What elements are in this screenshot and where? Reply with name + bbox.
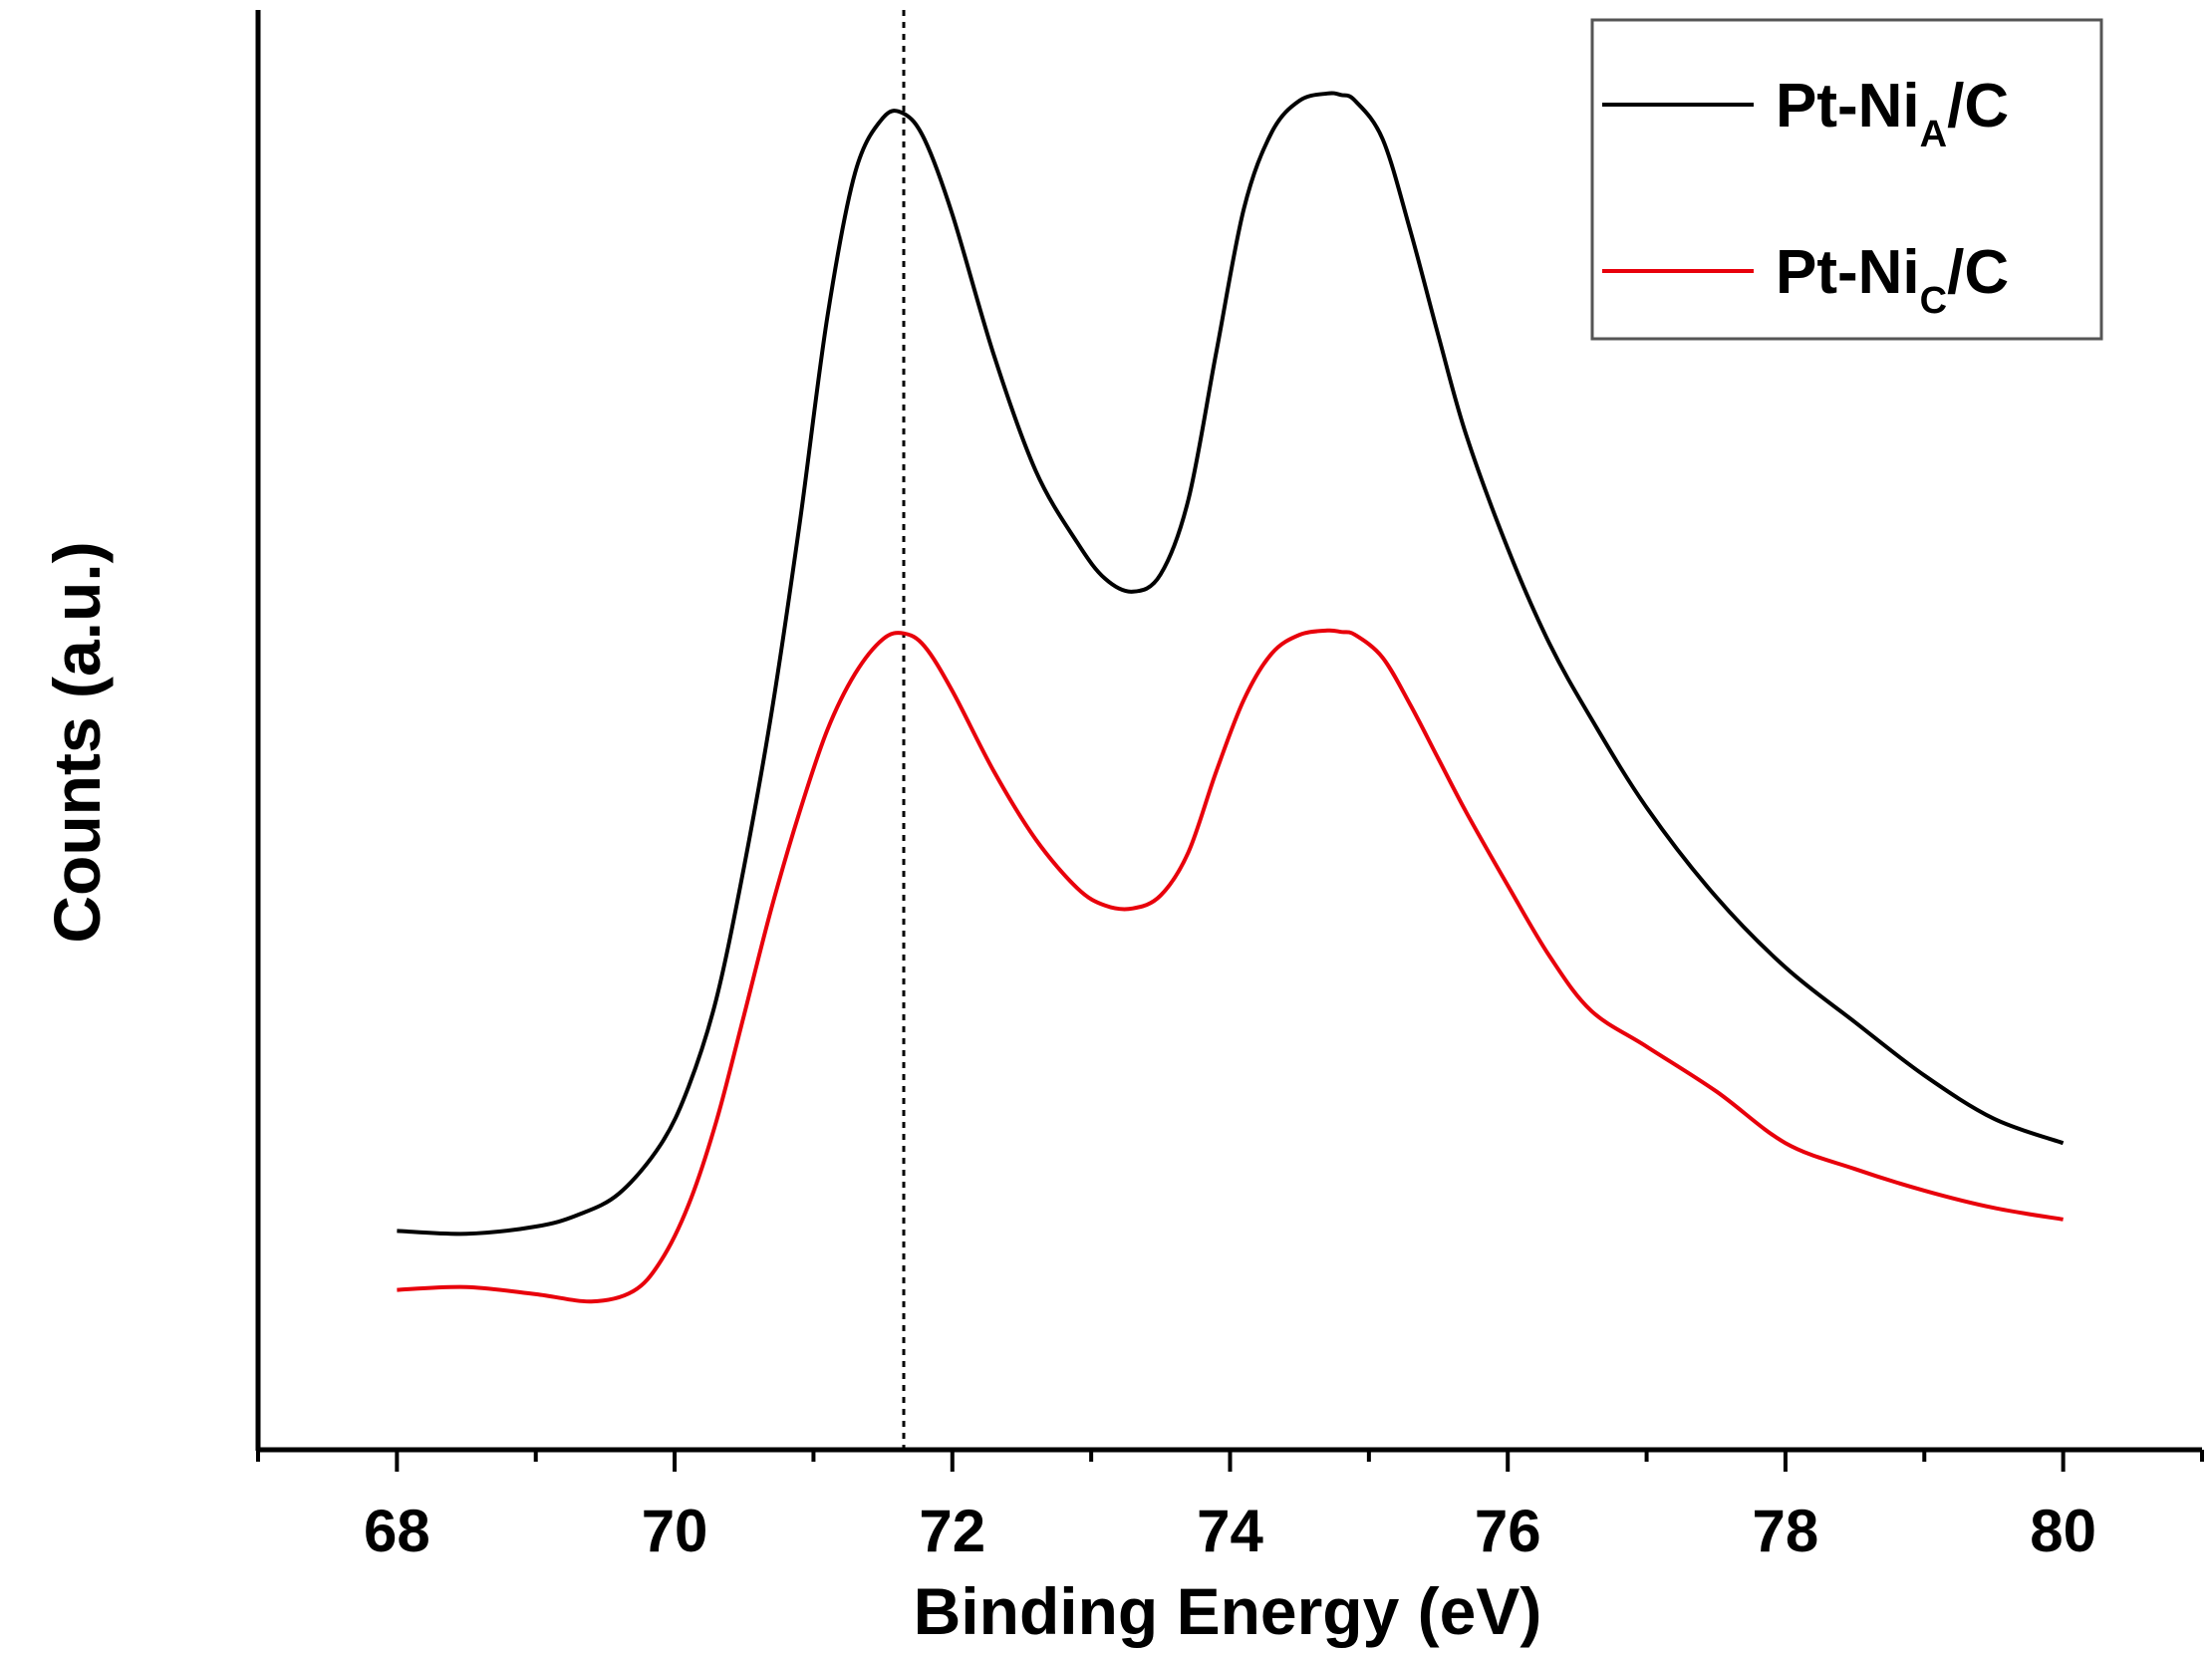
data-series bbox=[397, 91, 2065, 1304]
x-tick-label: 74 bbox=[1197, 1498, 1263, 1564]
x-tick-label: 76 bbox=[1475, 1498, 1541, 1564]
legend-box bbox=[1590, 18, 2103, 341]
series-line-2 bbox=[397, 628, 2064, 1304]
x-tick-label: 70 bbox=[642, 1498, 708, 1564]
legend: Pt-NiA/C Pt-NiC/C bbox=[1590, 18, 2103, 341]
x-tick-label: 80 bbox=[2030, 1498, 2096, 1564]
legend-label-series-1: Pt-NiA/C bbox=[1776, 72, 2009, 155]
x-tick-label: 68 bbox=[364, 1498, 430, 1564]
series-line-1 bbox=[397, 91, 2065, 1237]
x-axis-tick-labels: 68 70 72 74 76 78 80 bbox=[364, 1498, 2096, 1564]
y-axis-title: Counts (a.u.) bbox=[40, 541, 114, 943]
legend-label-series-2: Pt-NiC/C bbox=[1776, 238, 2009, 322]
x-axis-ticks bbox=[256, 1450, 2204, 1472]
x-tick-label: 78 bbox=[1753, 1498, 1819, 1564]
x-tick-label: 72 bbox=[919, 1498, 985, 1564]
x-axis-title: Binding Energy (eV) bbox=[914, 1574, 1542, 1648]
